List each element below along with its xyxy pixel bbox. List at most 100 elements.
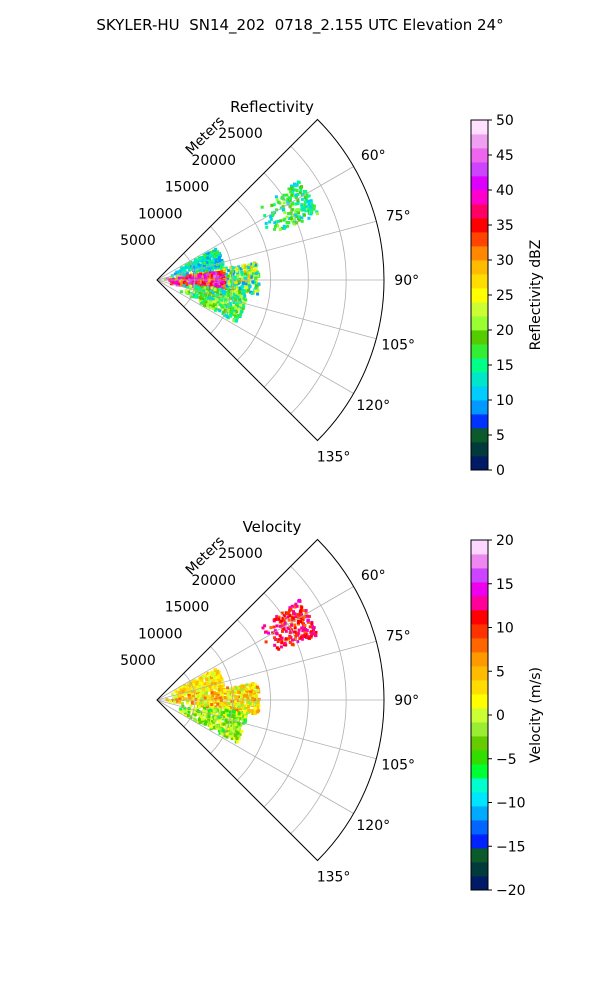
- data-cell: [190, 262, 194, 266]
- data-cell: [236, 314, 240, 317]
- data-cell: [231, 272, 235, 276]
- data-cell: [241, 276, 245, 280]
- data-cell: [180, 695, 184, 699]
- data-cell: [215, 672, 219, 676]
- data-cell: [296, 193, 300, 196]
- data-cell: [290, 628, 294, 632]
- data-cell: [228, 720, 232, 724]
- data-cell: [190, 273, 194, 277]
- data-cell: [215, 252, 219, 255]
- theta-tick-label: 75°: [386, 628, 411, 644]
- data-cell: [223, 734, 227, 738]
- data-cell: [288, 635, 292, 639]
- data-cell: [207, 257, 211, 261]
- data-cell: [197, 286, 201, 290]
- data-cell: [245, 286, 249, 290]
- data-cell: [194, 718, 197, 722]
- data-cell: [218, 302, 222, 306]
- colorbar-tick-label: −20: [496, 883, 526, 899]
- data-cell: [295, 208, 299, 212]
- data-cell: [217, 259, 221, 263]
- colorbar-segment: [471, 848, 488, 863]
- data-cell: [242, 289, 246, 293]
- data-cell: [249, 273, 253, 277]
- data-cell: [243, 710, 246, 714]
- data-cell: [218, 685, 222, 689]
- data-cell: [216, 301, 220, 305]
- data-cell: [296, 640, 300, 644]
- data-cell: [236, 718, 240, 722]
- data-cell: [219, 703, 223, 707]
- r-tick-label: 5000: [120, 233, 156, 249]
- data-cell: [178, 686, 182, 690]
- data-cell: [290, 208, 294, 212]
- data-cell: [230, 296, 234, 300]
- data-cell: [251, 696, 254, 700]
- data-cell: [287, 216, 291, 220]
- data-cell: [189, 267, 193, 271]
- data-cell: [285, 215, 289, 219]
- data-cell: [276, 640, 280, 643]
- data-cell: [214, 289, 218, 293]
- data-cell: [240, 273, 244, 277]
- data-cell: [189, 684, 193, 688]
- data-cell: [215, 676, 219, 679]
- data-cell: [210, 670, 213, 674]
- data-cell: [241, 714, 245, 718]
- data-cell: [274, 195, 278, 199]
- data-cell: [244, 708, 248, 712]
- data-cell: [205, 703, 208, 707]
- data-cell: [211, 298, 215, 302]
- colorbar-tick-label: 20: [496, 323, 514, 339]
- data-cell: [287, 212, 291, 215]
- data-cell: [182, 274, 186, 278]
- theta-tick-label: 120°: [356, 398, 390, 414]
- data-cell: [301, 205, 304, 209]
- data-cell: [307, 194, 311, 198]
- data-cell: [208, 291, 212, 295]
- data-cell: [282, 614, 286, 618]
- data-cell: [230, 279, 234, 283]
- data-cell: [230, 720, 234, 724]
- data-cell: [225, 720, 229, 724]
- data-cell: [275, 208, 279, 212]
- r-tick-label: 20000: [191, 153, 236, 169]
- colorbar-tick-label: 0: [496, 463, 505, 479]
- data-cell: [189, 279, 193, 283]
- data-cell: [235, 310, 239, 314]
- data-cell: [281, 616, 285, 620]
- data-cell: [198, 287, 202, 291]
- data-cell: [290, 186, 294, 190]
- colorbar-tick-label: 5: [496, 428, 505, 444]
- colorbar-segment: [471, 778, 488, 793]
- data-cell: [173, 281, 177, 285]
- data-cell: [220, 712, 224, 716]
- colorbar-tick-label: 20: [496, 533, 514, 549]
- data-cell: [193, 263, 196, 267]
- data-cell: [172, 696, 176, 700]
- data-cell: [275, 615, 279, 619]
- data-cell: [233, 305, 237, 309]
- data-cell: [297, 180, 301, 184]
- data-cell: [308, 204, 312, 208]
- data-cell: [217, 670, 221, 674]
- data-cell: [234, 730, 238, 734]
- data-cell: [203, 711, 207, 715]
- data-cell: [297, 218, 301, 222]
- data-cell: [213, 719, 217, 723]
- data-cell: [198, 681, 202, 685]
- data-cell: [196, 702, 200, 706]
- data-cell: [294, 633, 298, 637]
- data-cell: [208, 708, 212, 712]
- data-cell: [227, 707, 230, 710]
- data-cell: [178, 697, 182, 701]
- data-cell: [211, 291, 215, 295]
- data-cell: [211, 673, 214, 677]
- data-cell: [299, 188, 303, 192]
- data-cell: [242, 297, 246, 301]
- data-cell: [224, 718, 228, 722]
- data-cell: [196, 700, 200, 704]
- data-cell: [290, 188, 294, 192]
- data-cell: [312, 204, 316, 208]
- data-cell: [209, 284, 213, 288]
